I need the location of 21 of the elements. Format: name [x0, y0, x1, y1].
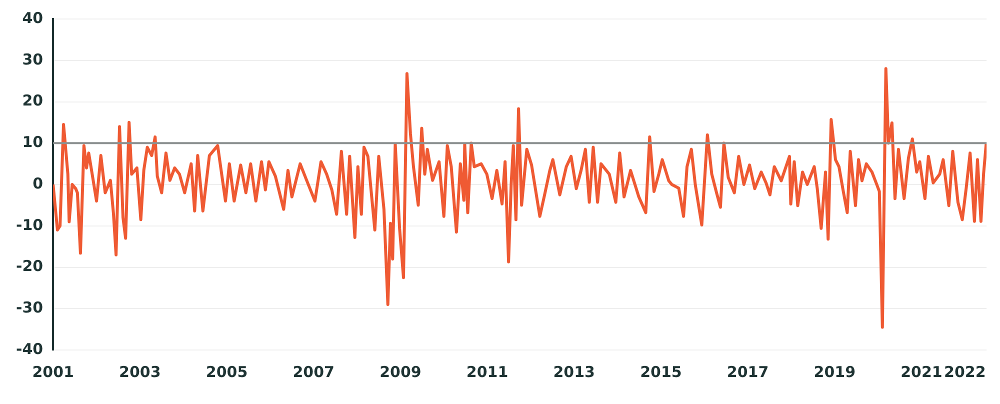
x-tick-label: 2015 — [640, 362, 682, 381]
x-tick-label: 2013 — [553, 362, 595, 381]
x-tick-label: 2005 — [206, 362, 248, 381]
y-tick-label: -40 — [16, 340, 44, 358]
x-tick-label: 2022 — [944, 362, 986, 381]
x-tick-label: 2019 — [814, 362, 856, 381]
x-tick-label: 2001 — [32, 362, 74, 381]
y-tick-label: -10 — [16, 216, 44, 234]
y-tick-label: -20 — [16, 257, 44, 276]
x-tick-label: 2017 — [726, 362, 769, 381]
x-tick-label: 2021 — [900, 362, 942, 381]
x-tick-label: 2007 — [292, 362, 334, 381]
x-tick-label: 2011 — [466, 362, 508, 381]
y-tick-label: 0 — [32, 174, 44, 192]
y-tick-label: 10 — [22, 133, 44, 152]
y-tick-label: 40 — [22, 8, 44, 27]
y-tick-label: 30 — [22, 50, 44, 68]
y-tick-label: 20 — [22, 92, 44, 110]
x-tick-label: 2009 — [380, 362, 422, 381]
x-tick-label: 2003 — [119, 362, 161, 381]
y-tick-label: -30 — [16, 298, 44, 317]
